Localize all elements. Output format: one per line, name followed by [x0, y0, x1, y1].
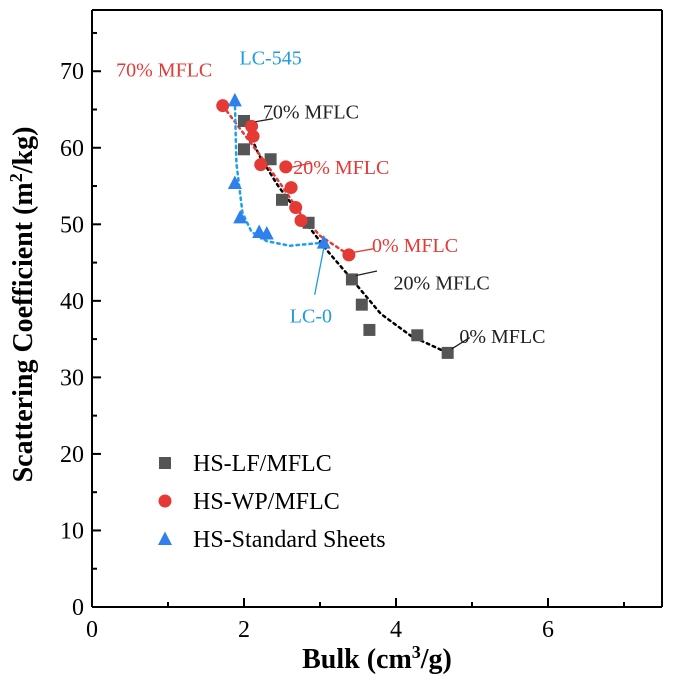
annotation-pointer	[314, 247, 325, 295]
annotation-label: 20% MFLC	[293, 157, 389, 179]
annotation-label: 70% MFLC	[116, 60, 212, 82]
y-tick-label: 40	[60, 289, 84, 315]
point-hs-wp-mflc	[289, 200, 303, 214]
y-axis-label-superscript: 2	[6, 173, 26, 182]
trend-line-hs-standard-sheets	[233, 99, 326, 247]
annotation-label: 20% MFLC	[394, 272, 490, 294]
annotation-label: LC-0	[290, 305, 332, 327]
annotation-label: 0% MFLC	[459, 326, 545, 348]
point-hs-standard-sheets	[227, 175, 242, 189]
point-hs-standard-sheets	[316, 235, 331, 249]
legend-label-hs-lf-mflc: HS-LF/MFLC	[193, 451, 332, 477]
y-axis-label-main: Scattering Coefficient (m	[8, 182, 39, 482]
y-tick-label: 0	[72, 595, 84, 621]
x-tick-label: 2	[238, 617, 250, 643]
legend-marker-hs-wp-mflc	[158, 494, 172, 508]
annotation-pointer	[289, 162, 312, 169]
point-hs-wp-mflc	[294, 213, 308, 227]
trend-line-hs-wp-mflc	[221, 104, 351, 257]
point-hs-wp-mflc	[254, 158, 268, 172]
trend-line-hs-lf-mflc	[242, 119, 449, 355]
annotation-label: 70% MFLC	[263, 102, 359, 124]
point-hs-standard-sheets	[259, 225, 274, 240]
x-tick-label: 4	[390, 617, 402, 643]
point-hs-wp-mflc	[245, 119, 259, 133]
point-hs-lf-mflc	[264, 153, 277, 166]
x-axis-label-main: Bulk (cm	[302, 644, 412, 675]
annotations: 70% MFLC LC-545 70% MFLC 20% MFLC 0% MFLC 20%…	[116, 47, 545, 350]
y-tick-label: 30	[60, 365, 84, 391]
x-axis-label-tail: /g)	[420, 644, 452, 675]
y-tick-label: 50	[60, 212, 84, 238]
point-hs-wp-mflc	[246, 129, 260, 143]
point-hs-wp-mflc	[284, 181, 298, 195]
point-hs-wp-mflc	[342, 248, 356, 262]
point-hs-lf-mflc	[345, 273, 358, 286]
point-hs-lf-mflc	[441, 346, 454, 359]
y-tick-label: 10	[60, 518, 84, 544]
x-axis-ticks: 0 2 4 6	[86, 598, 625, 643]
point-hs-lf-mflc	[238, 143, 250, 156]
point-hs-wp-mflc	[279, 160, 293, 174]
legend-label-hs-wp-mflc: HS-WP/MFLC	[193, 489, 340, 515]
annotation-pointer	[351, 248, 374, 254]
annotation-pointer	[255, 118, 273, 123]
data-points	[216, 92, 454, 359]
y-axis-ticks: 0 10 20 30 40 50 60 70	[60, 31, 101, 621]
annotation-pointer	[451, 337, 471, 350]
y-axis-label: Scattering Coefficient (m2/kg)	[6, 127, 39, 483]
legend-marker-hs-lf-mflc	[159, 457, 171, 469]
point-hs-lf-mflc	[411, 329, 424, 342]
legend: HS-LF/MFLC HS-WP/MFLC HS-Standard Sheets	[158, 451, 386, 553]
y-tick-label: 60	[60, 136, 84, 162]
y-tick-label: 70	[60, 59, 84, 85]
x-axis-label-superscript: 3	[412, 642, 421, 662]
annotation-label: LC-545	[239, 47, 301, 69]
point-hs-wp-mflc	[216, 99, 230, 113]
x-tick-label: 0	[86, 617, 98, 643]
point-hs-lf-mflc	[363, 323, 376, 336]
trend-lines	[221, 99, 449, 355]
legend-marker-hs-standard-sheets	[158, 531, 172, 545]
annotation-label: 0% MFLC	[372, 235, 458, 257]
legend-label-hs-standard-sheets: HS-Standard Sheets	[193, 527, 386, 553]
x-tick-label: 6	[542, 617, 554, 643]
point-hs-standard-sheets	[227, 92, 242, 107]
y-tick-label: 20	[60, 442, 84, 468]
point-hs-lf-mflc	[276, 193, 288, 206]
y-axis-label-tail: /kg)	[8, 127, 39, 175]
point-hs-standard-sheets	[233, 209, 248, 224]
annotation-pointer	[355, 270, 378, 277]
point-hs-lf-mflc	[355, 298, 368, 311]
x-axis-label: Bulk (cm3/g)	[302, 642, 452, 675]
